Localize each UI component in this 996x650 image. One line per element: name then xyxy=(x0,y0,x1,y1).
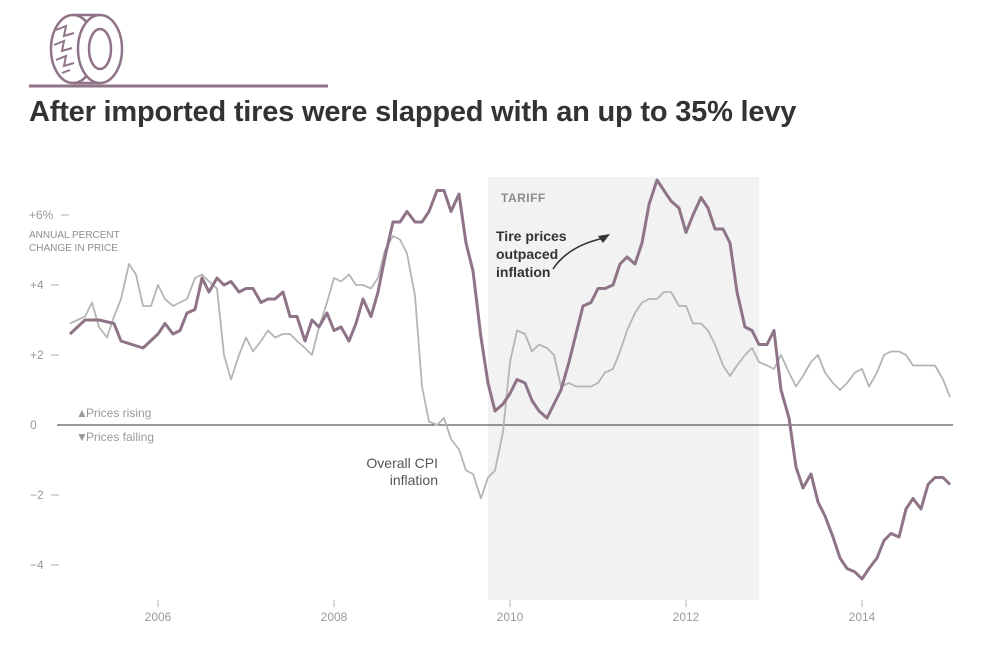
prices-falling-marker: ▼ xyxy=(76,430,88,444)
chart-title: After imported tires were slapped with a… xyxy=(29,96,797,128)
tire-note-line-1: Tire prices xyxy=(496,228,567,244)
x-tick-label: 2014 xyxy=(849,610,876,624)
tire-note-arrow xyxy=(552,237,605,270)
cpi-note-line-2: inflation xyxy=(390,472,438,488)
y-tick-label: +4 xyxy=(30,278,44,292)
prices-rising-label: Prices rising xyxy=(86,406,151,420)
y-tick-label: 0 xyxy=(30,418,37,432)
tire-icon xyxy=(49,13,124,85)
tire-note-line-2: outpaced xyxy=(496,246,558,262)
x-tick-label: 2006 xyxy=(145,610,172,624)
cpi-note-line-1: Overall CPI xyxy=(366,455,438,471)
x-tick-label: 2010 xyxy=(497,610,524,624)
tire-note-line-3: inflation xyxy=(496,264,550,280)
y-axis-label-line-1: ANNUAL PERCENT xyxy=(29,230,120,241)
x-tick-label: 2012 xyxy=(673,610,700,624)
tariff-period-band xyxy=(488,177,760,600)
tariff-label: TARIFF xyxy=(501,191,546,205)
tire-note-arrowhead xyxy=(598,234,610,243)
y-tick-label: +6% xyxy=(29,208,54,222)
y-tick-label: −4 xyxy=(30,558,44,572)
x-axis: 2006 2008 2010 2012 2014 xyxy=(145,600,876,624)
prices-falling-label: Prices falling xyxy=(86,430,154,444)
y-tick-label: −2 xyxy=(30,488,44,502)
y-axis: +6% +4 +2 0 −2 −4 xyxy=(29,208,69,572)
y-axis-label-line-2: CHANGE IN PRICE xyxy=(29,243,118,254)
x-tick-label: 2008 xyxy=(321,610,348,624)
y-tick-label: +2 xyxy=(30,348,44,362)
prices-rising-marker: ▲ xyxy=(76,406,88,420)
tire-price-line xyxy=(68,178,952,581)
cpi-line xyxy=(69,235,951,500)
